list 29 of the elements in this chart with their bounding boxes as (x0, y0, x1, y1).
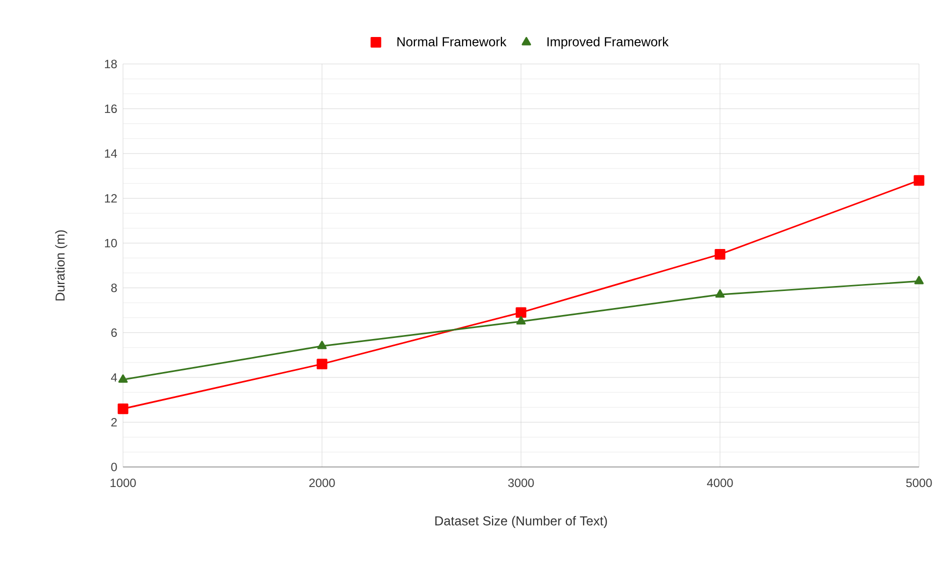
y-tick-label: 8 (111, 284, 117, 292)
x-tick-label: 1000 (110, 478, 136, 488)
y-tick-label: 4 (110, 373, 118, 382)
point (715, 289, 725, 298)
y-tick-label: 2 (111, 418, 117, 426)
point (516, 316, 526, 325)
point (714, 248, 726, 260)
point (516, 307, 526, 318)
y-tick-label: 16 (104, 104, 117, 113)
x-axis-title: Dataset Size (Number of Text) (435, 516, 607, 528)
point (118, 374, 128, 383)
point (914, 175, 924, 186)
point (118, 403, 128, 414)
y-tick-label: 18 (104, 60, 117, 68)
y-tick-label: 10 (104, 238, 117, 248)
legend-label: Improved Framework (547, 36, 669, 49)
y-tick-label: 14 (104, 149, 118, 158)
x-tick-label: 4000 (706, 478, 733, 488)
y-tick-label: 0 (111, 462, 117, 472)
y-axis-title: Duration (m) (55, 230, 68, 300)
x-tick-label: 5000 (906, 478, 932, 488)
point (914, 276, 924, 284)
y-tick-label: 6 (111, 328, 117, 337)
point (316, 358, 328, 370)
x-tick-label: 2000 (309, 478, 335, 488)
legend-label: Normal Framework (397, 36, 506, 46)
y-tick-label: 12 (104, 194, 117, 202)
point (317, 340, 327, 350)
x-tick-label: 3000 (508, 478, 534, 488)
